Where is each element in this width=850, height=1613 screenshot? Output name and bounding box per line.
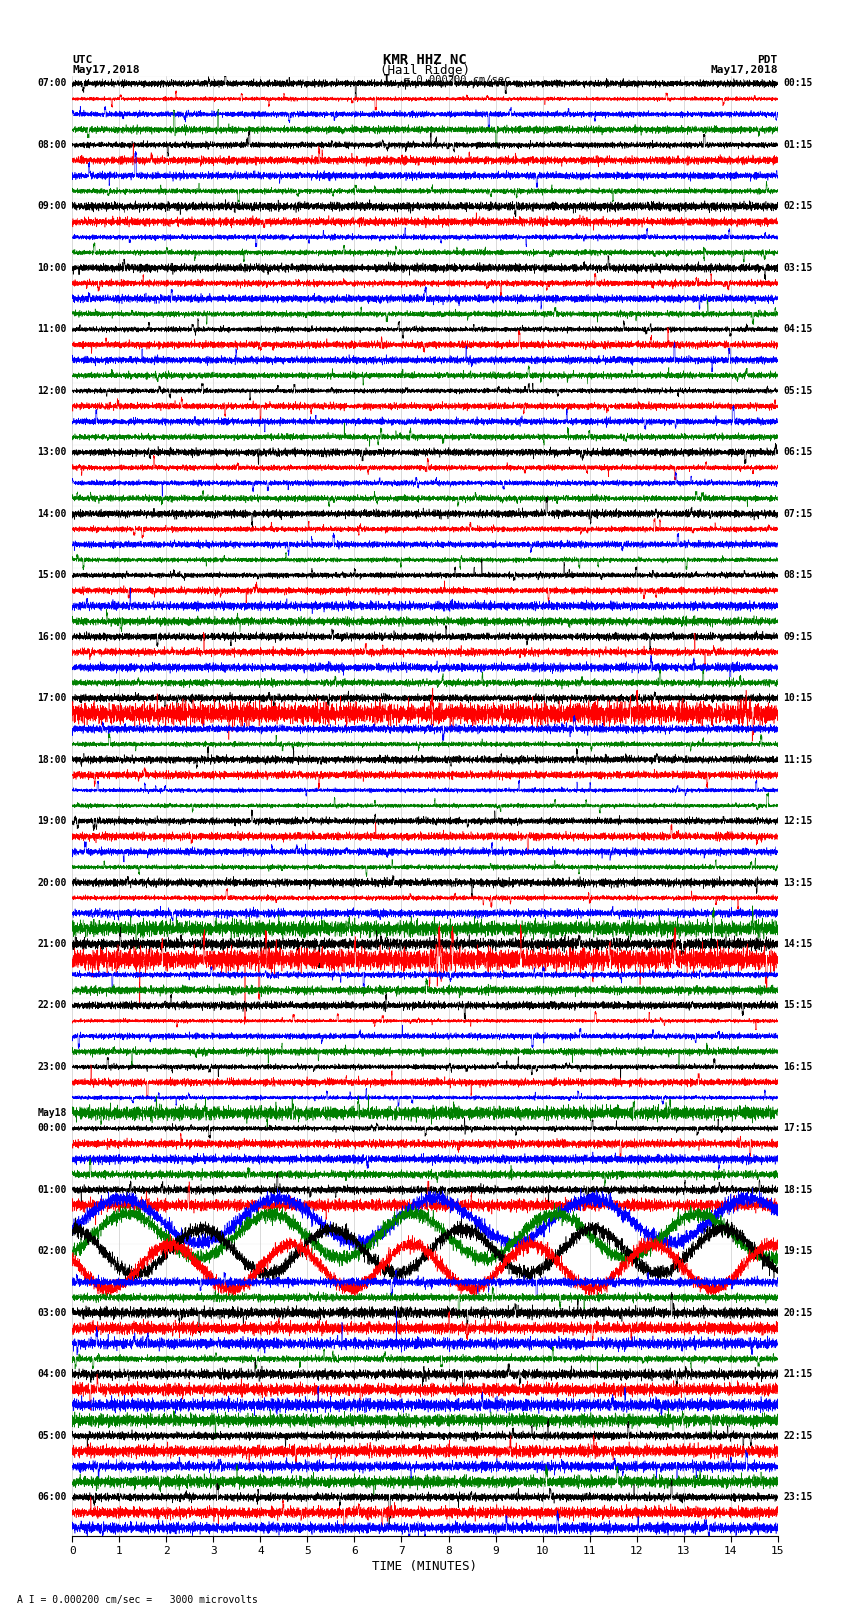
Text: 19:00: 19:00 [37,816,66,826]
Text: 16:00: 16:00 [37,632,66,642]
Text: 20:00: 20:00 [37,877,66,887]
Text: 08:00: 08:00 [37,140,66,150]
Text: 13:15: 13:15 [784,877,813,887]
X-axis label: TIME (MINUTES): TIME (MINUTES) [372,1560,478,1573]
Text: 02:15: 02:15 [784,202,813,211]
Text: A I = 0.000200 cm/sec =   3000 microvolts: A I = 0.000200 cm/sec = 3000 microvolts [17,1595,258,1605]
Text: 00:15: 00:15 [784,79,813,89]
Text: May17,2018: May17,2018 [711,65,778,76]
Text: 07:15: 07:15 [784,508,813,519]
Text: 05:15: 05:15 [784,386,813,395]
Text: 23:00: 23:00 [37,1061,66,1073]
Text: 05:00: 05:00 [37,1431,66,1440]
Text: 01:00: 01:00 [37,1186,66,1195]
Text: 12:00: 12:00 [37,386,66,395]
Text: 03:00: 03:00 [37,1308,66,1318]
Text: 06:15: 06:15 [784,447,813,456]
Text: 22:15: 22:15 [784,1431,813,1440]
Text: 09:15: 09:15 [784,632,813,642]
Text: 10:00: 10:00 [37,263,66,273]
Text: 17:00: 17:00 [37,694,66,703]
Text: 11:00: 11:00 [37,324,66,334]
Text: KMR HHZ NC: KMR HHZ NC [383,53,467,68]
Text: 15:15: 15:15 [784,1000,813,1010]
Text: 09:00: 09:00 [37,202,66,211]
Text: PDT: PDT [757,55,778,66]
Text: 02:00: 02:00 [37,1247,66,1257]
Text: 21:00: 21:00 [37,939,66,948]
Text: 04:15: 04:15 [784,324,813,334]
Text: 14:00: 14:00 [37,508,66,519]
Text: 15:00: 15:00 [37,571,66,581]
Text: 22:00: 22:00 [37,1000,66,1010]
Text: 07:00: 07:00 [37,79,66,89]
Text: 18:15: 18:15 [784,1186,813,1195]
Text: 18:00: 18:00 [37,755,66,765]
Text: May17,2018: May17,2018 [72,65,139,76]
Text: 13:00: 13:00 [37,447,66,456]
Text: 16:15: 16:15 [784,1061,813,1073]
Text: 12:15: 12:15 [784,816,813,826]
Text: 20:15: 20:15 [784,1308,813,1318]
Text: 21:15: 21:15 [784,1369,813,1379]
Text: 08:15: 08:15 [784,571,813,581]
Text: (Hail Ridge): (Hail Ridge) [380,63,470,77]
Text: 19:15: 19:15 [784,1247,813,1257]
Text: I: I [383,73,390,87]
Text: UTC: UTC [72,55,93,66]
Text: 17:15: 17:15 [784,1123,813,1134]
Text: 01:15: 01:15 [784,140,813,150]
Text: 06:00: 06:00 [37,1492,66,1502]
Text: 10:15: 10:15 [784,694,813,703]
Text: 23:15: 23:15 [784,1492,813,1502]
Text: 04:00: 04:00 [37,1369,66,1379]
Text: 14:15: 14:15 [784,939,813,948]
Text: 11:15: 11:15 [784,755,813,765]
Text: May18: May18 [37,1108,66,1118]
Text: = 0.000200 cm/sec: = 0.000200 cm/sec [404,74,510,85]
Text: 00:00: 00:00 [37,1123,66,1134]
Text: 03:15: 03:15 [784,263,813,273]
